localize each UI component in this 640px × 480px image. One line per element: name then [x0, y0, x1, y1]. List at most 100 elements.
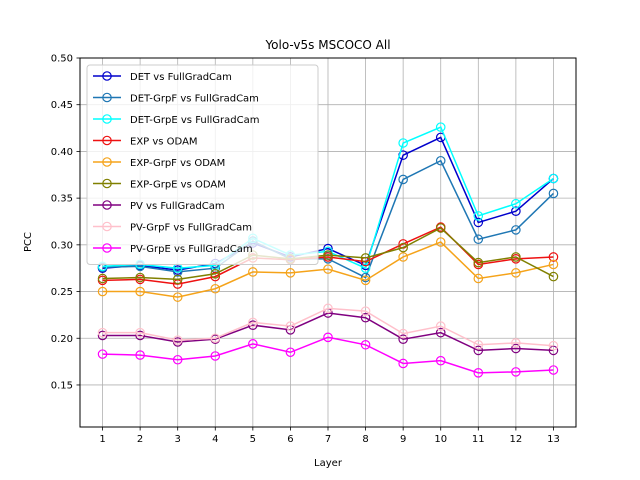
- x-axis-label: Layer: [314, 458, 343, 469]
- data-point: [511, 225, 521, 235]
- y-tick-label: 0.45: [51, 100, 73, 111]
- data-point: [135, 272, 145, 283]
- series-8: [97, 303, 559, 351]
- data-point: [210, 333, 221, 344]
- data-point: [210, 351, 221, 361]
- x-tick-label: 12: [510, 434, 523, 445]
- data-point: [548, 259, 559, 270]
- chart-title: Yolo-v5s MSCOCO All: [264, 38, 390, 52]
- x-axis: 1 2 3 4 5 6 7 8 9 10 11 12 13: [99, 427, 560, 445]
- data-point: [435, 155, 446, 166]
- legend-entry: PV vs FullGradCam: [93, 200, 225, 212]
- data-point: [511, 343, 521, 354]
- data-point: [248, 320, 258, 330]
- y-axis-label: PCC: [23, 232, 34, 252]
- x-tick-label: 3: [175, 434, 181, 445]
- data-point: [360, 263, 371, 273]
- legend-label: PV-GrpE vs FullGradCam: [130, 244, 253, 255]
- data-point: [511, 268, 521, 278]
- data-point: [172, 354, 183, 365]
- legend-swatch-marker: [102, 71, 112, 81]
- data-point: [548, 345, 559, 356]
- data-point: [135, 286, 145, 297]
- legend-entry: PV-GrpE vs FullGradCam: [93, 243, 253, 255]
- legend-entry: PV-GrpF vs FullGradCam: [93, 221, 252, 234]
- data-point: [548, 173, 559, 184]
- data-point: [360, 339, 371, 350]
- data-point: [323, 250, 333, 260]
- legend-label: EXP vs ODAM: [130, 137, 198, 148]
- data-point: [511, 198, 521, 209]
- y-tick-label: 0.35: [51, 194, 73, 205]
- data-point: [548, 188, 559, 199]
- data-point: [398, 242, 408, 253]
- data-point: [473, 211, 484, 221]
- legend-label: PV vs FullGradCam: [130, 201, 225, 212]
- data-point: [97, 327, 108, 338]
- series-line: [102, 241, 554, 298]
- data-point: [398, 334, 408, 344]
- legend-label: DET-GrpE vs FullGradCam: [130, 115, 259, 126]
- legend-entry: DET-GrpF vs FullGradCam: [93, 92, 259, 105]
- data-point: [97, 286, 108, 297]
- data-point: [435, 237, 446, 247]
- data-point: [285, 268, 296, 278]
- legend: DET vs FullGradCam DET-GrpF vs FullGradCa…: [86, 64, 319, 265]
- data-point: [172, 335, 183, 345]
- y-tick-label: 0.20: [51, 334, 73, 345]
- series-line: [102, 227, 554, 281]
- data-point: [248, 339, 258, 349]
- legend-label: EXP-GrpF vs ODAM: [130, 158, 225, 169]
- x-tick-label: 4: [212, 434, 218, 445]
- legend-swatch-marker: [102, 178, 112, 189]
- y-tick-label: 0.30: [51, 240, 73, 251]
- legend-swatch-marker: [102, 243, 112, 253]
- data-point: [210, 271, 221, 282]
- data-point: [473, 273, 484, 284]
- data-point: [323, 264, 333, 274]
- data-point: [323, 303, 333, 314]
- legend-label: DET vs FullGradCam: [130, 72, 232, 83]
- data-point: [511, 252, 521, 262]
- legend-swatch-marker: [102, 92, 112, 103]
- data-point: [398, 358, 408, 369]
- y-tick-label: 0.15: [51, 380, 73, 391]
- data-point: [172, 292, 183, 302]
- x-tick-label: 10: [434, 434, 447, 445]
- data-point: [473, 217, 484, 228]
- data-point: [248, 267, 258, 277]
- data-point: [435, 321, 446, 331]
- legend-label: PV-GrpF vs FullGradCam: [130, 223, 252, 234]
- x-tick-label: 1: [99, 434, 105, 445]
- data-point: [360, 275, 371, 286]
- x-tick-label: 6: [287, 434, 293, 445]
- x-tick-label: 7: [325, 434, 331, 445]
- data-point: [473, 234, 484, 245]
- data-point: [435, 355, 446, 366]
- data-point: [473, 345, 484, 356]
- legend-entry: EXP-GrpE vs ODAM: [93, 178, 226, 191]
- data-point: [97, 330, 108, 341]
- data-point: [473, 368, 484, 378]
- data-point: [97, 349, 108, 359]
- data-point: [435, 327, 446, 338]
- data-point: [135, 327, 145, 338]
- data-point: [398, 174, 408, 185]
- legend-entry: EXP vs ODAM: [93, 135, 198, 148]
- x-tick-label: 9: [400, 434, 406, 445]
- data-point: [511, 338, 521, 348]
- data-point: [511, 206, 521, 217]
- series-group: [97, 122, 559, 378]
- data-point: [248, 317, 258, 328]
- series-5: [97, 237, 559, 302]
- y-tick-label: 0.50: [51, 54, 73, 65]
- legend-swatch-marker: [102, 221, 112, 232]
- data-point: [360, 312, 371, 323]
- data-point: [210, 283, 221, 294]
- data-point: [172, 274, 183, 285]
- data-point: [548, 252, 559, 262]
- x-tick-label: 8: [362, 434, 368, 445]
- data-point: [473, 339, 484, 350]
- data-point: [285, 347, 296, 358]
